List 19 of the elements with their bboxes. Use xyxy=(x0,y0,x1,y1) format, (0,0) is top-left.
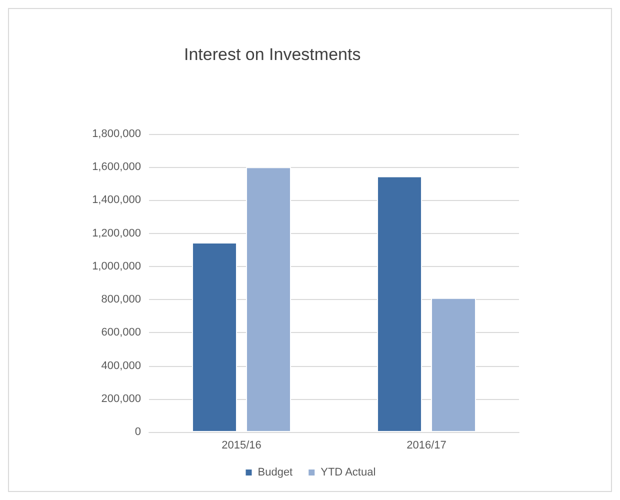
y-tick-label: 1,200,000 xyxy=(92,227,141,240)
y-tick-label: 800,000 xyxy=(101,294,141,306)
legend-label: YTD Actual xyxy=(320,466,376,478)
x-tick-label: 2016/17 xyxy=(406,440,446,452)
y-tick-label: 1,000,000 xyxy=(92,260,141,272)
bar xyxy=(192,242,237,432)
x-tick-label: 2015/16 xyxy=(222,440,262,452)
legend-label: Budget xyxy=(258,466,293,478)
y-tick-label: 0 xyxy=(134,426,141,438)
bar xyxy=(377,176,422,432)
chart-title: Interest on Investments xyxy=(184,45,361,64)
bar xyxy=(431,298,476,432)
y-tick-label: 400,000 xyxy=(101,360,141,372)
y-tick-label: 200,000 xyxy=(101,392,141,405)
y-tick-label: 1,600,000 xyxy=(92,161,141,174)
y-tick-label: 1,800,000 xyxy=(92,128,141,140)
y-tick-label: 1,400,000 xyxy=(92,194,141,206)
y-tick-label: 600,000 xyxy=(101,326,141,339)
bar xyxy=(246,167,291,432)
